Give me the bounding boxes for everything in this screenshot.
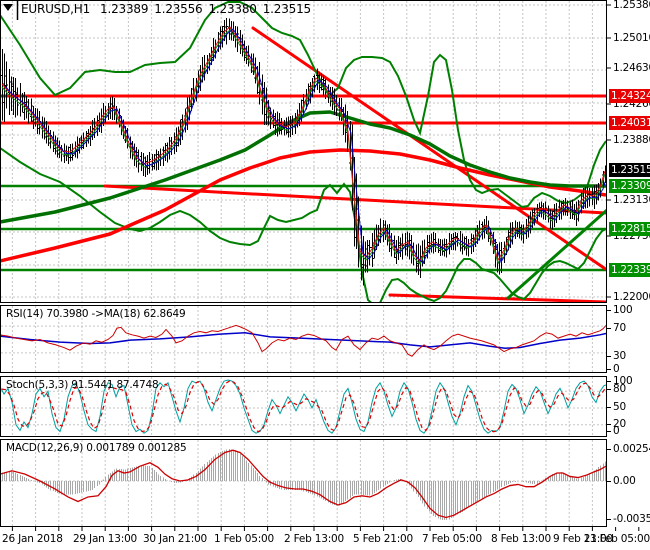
rsi-tick-label: 30 bbox=[613, 350, 626, 362]
price-tick-label: 1.23130 bbox=[613, 194, 650, 206]
macd-tick-label: 0.00 bbox=[613, 475, 636, 487]
price-tick-label: 1.25380 bbox=[613, 0, 650, 11]
triangle-marker-icon bbox=[3, 4, 13, 11]
stoch-tick-label: 20 bbox=[613, 418, 626, 430]
price-pane-surface[interactable] bbox=[0, 0, 607, 303]
stoch-tick-label: 100 bbox=[613, 375, 633, 387]
stoch-tick-label: 80 bbox=[613, 383, 626, 395]
price-badge-1.23515: 1.23515 bbox=[609, 163, 650, 177]
rsi-tick-label: 70 bbox=[613, 322, 626, 334]
stoch-tick-label: 0 bbox=[613, 425, 620, 437]
stoch-indicator-label: Stoch(5,3,3) 91.5441 87.4748 bbox=[6, 379, 159, 391]
time-label: 29 Jan 13:00 bbox=[72, 533, 138, 545]
price-badge-1.24324: 1.24324 bbox=[609, 89, 650, 103]
open-value: 1.23389 bbox=[100, 2, 149, 16]
high-value: 1.23556 bbox=[154, 2, 203, 16]
price-badge-1.22815: 1.22815 bbox=[609, 222, 650, 236]
price-badge-1.23309: 1.23309 bbox=[609, 179, 650, 193]
rsi-tick-label: 100 bbox=[613, 304, 633, 316]
stoch-tick-label: 50 bbox=[613, 401, 626, 413]
macd-tick-label: -0.00354 bbox=[613, 513, 650, 525]
time-label: 1 Feb 05:00 bbox=[213, 533, 275, 545]
symbol-period-label: EURUSD,H1 bbox=[21, 2, 91, 16]
price-tick-label: 1.22000 bbox=[613, 291, 650, 303]
close-value: 1.23515 bbox=[262, 2, 311, 16]
time-label: 5 Feb 21:00 bbox=[352, 533, 414, 545]
chart-title: EURUSD,H1 1.23389 1.23556 1.23380 1.23515 bbox=[21, 2, 317, 17]
low-value: 1.23380 bbox=[208, 2, 257, 16]
time-label: 8 Feb 13:00 bbox=[490, 533, 552, 545]
price-tick-label: 1.24630 bbox=[613, 62, 650, 74]
rsi-indicator-label: RSI(14) 70.3980 ->MA(18) 62.8649 bbox=[6, 308, 186, 320]
price-badge-1.24031: 1.24031 bbox=[609, 116, 650, 130]
price-tick-label: 1.25010 bbox=[613, 32, 650, 44]
time-label: 13 Feb 05:00 bbox=[583, 533, 650, 545]
macd-indicator-label: MACD(12,26,9) 0.001789 0.001285 bbox=[6, 442, 187, 454]
time-label: 30 Jan 21:00 bbox=[142, 533, 208, 545]
price-badge-1.22339: 1.22339 bbox=[609, 263, 650, 277]
macd-tick-label: 0.002544 bbox=[613, 443, 650, 455]
time-label: 26 Jan 2018 bbox=[2, 533, 63, 545]
price-tick-label: 1.23880 bbox=[613, 134, 650, 146]
time-label: 7 Feb 05:00 bbox=[421, 533, 483, 545]
time-label: 2 Feb 13:00 bbox=[283, 533, 345, 545]
time-label: 9 Feb 21:00 bbox=[552, 533, 614, 545]
rsi-tick-label: 0 bbox=[613, 363, 620, 375]
